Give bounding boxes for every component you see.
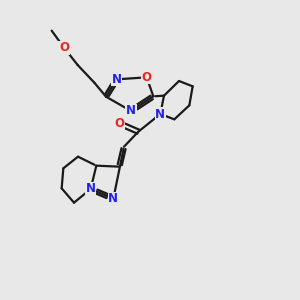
Text: N: N	[112, 73, 122, 86]
Text: N: N	[126, 104, 136, 118]
Text: O: O	[114, 117, 124, 130]
Text: N: N	[108, 192, 118, 205]
Text: O: O	[142, 71, 152, 84]
Text: N: N	[86, 182, 96, 196]
Text: N: N	[155, 107, 165, 121]
Text: O: O	[59, 41, 69, 54]
